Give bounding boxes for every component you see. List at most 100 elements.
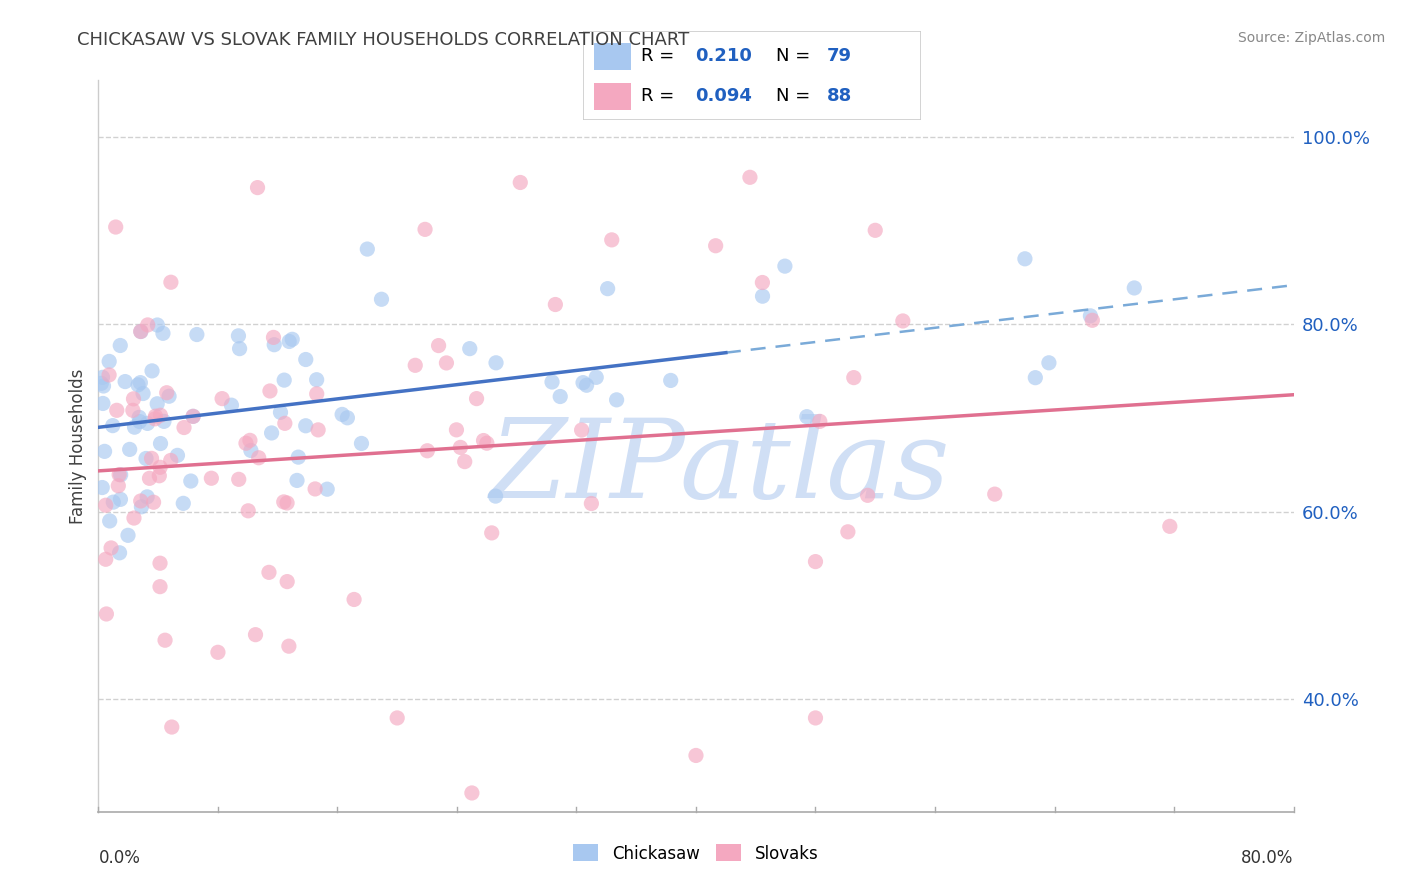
Point bbox=[96, 607, 118, 621]
Point bbox=[1080, 309, 1102, 323]
Point bbox=[118, 442, 141, 457]
Point bbox=[239, 443, 262, 458]
Point bbox=[124, 420, 146, 434]
Point bbox=[200, 471, 222, 485]
Point bbox=[156, 385, 179, 400]
Point bbox=[228, 472, 250, 486]
Point bbox=[122, 403, 145, 417]
Point bbox=[808, 414, 831, 428]
Point bbox=[461, 786, 484, 800]
Point bbox=[104, 220, 127, 235]
Point bbox=[263, 330, 285, 344]
Point bbox=[127, 377, 149, 392]
Point bbox=[436, 356, 458, 370]
Point bbox=[122, 511, 145, 525]
Point bbox=[142, 495, 165, 509]
Point bbox=[427, 338, 450, 352]
Point bbox=[245, 628, 267, 642]
Point bbox=[575, 378, 598, 392]
Point bbox=[481, 525, 503, 540]
Point bbox=[307, 423, 329, 437]
Point bbox=[350, 436, 373, 450]
Point bbox=[157, 389, 180, 403]
Point bbox=[159, 453, 181, 467]
Point bbox=[413, 222, 436, 236]
Point bbox=[751, 289, 773, 303]
Point bbox=[221, 398, 243, 412]
Point bbox=[404, 359, 426, 373]
Point bbox=[581, 496, 603, 510]
Point bbox=[1024, 370, 1046, 384]
Point bbox=[1081, 313, 1104, 327]
Point bbox=[228, 328, 250, 343]
Point bbox=[138, 471, 160, 485]
Point bbox=[454, 454, 477, 468]
Point bbox=[509, 176, 531, 190]
Point bbox=[94, 552, 117, 566]
Point bbox=[804, 555, 827, 569]
Bar bbox=[593, 43, 631, 70]
Point bbox=[117, 528, 139, 542]
Point bbox=[458, 342, 481, 356]
Point bbox=[260, 425, 283, 440]
Point bbox=[274, 417, 297, 431]
Point bbox=[136, 417, 159, 431]
Point bbox=[90, 376, 112, 391]
Y-axis label: Family Households: Family Households bbox=[69, 368, 87, 524]
Point bbox=[269, 405, 291, 419]
Point bbox=[93, 444, 115, 458]
Point bbox=[370, 293, 392, 307]
Point bbox=[548, 390, 571, 404]
Text: N =: N = bbox=[776, 47, 815, 65]
Text: R =: R = bbox=[641, 87, 681, 105]
Point bbox=[842, 370, 865, 384]
Point bbox=[606, 392, 628, 407]
Point bbox=[131, 500, 153, 514]
Point bbox=[856, 488, 879, 502]
Point bbox=[277, 639, 299, 653]
Point bbox=[149, 580, 172, 594]
Point bbox=[472, 434, 495, 448]
Point bbox=[149, 460, 172, 475]
Point bbox=[129, 376, 152, 390]
Point bbox=[751, 276, 773, 290]
Point bbox=[263, 337, 285, 351]
Point bbox=[166, 449, 188, 463]
Point bbox=[149, 436, 172, 450]
Point bbox=[273, 495, 295, 509]
Point bbox=[98, 514, 121, 528]
Text: Source: ZipAtlas.com: Source: ZipAtlas.com bbox=[1237, 31, 1385, 45]
Text: CHICKASAW VS SLOVAK FAMILY HOUSEHOLDS CORRELATION CHART: CHICKASAW VS SLOVAK FAMILY HOUSEHOLDS CO… bbox=[77, 31, 689, 49]
Point bbox=[273, 373, 295, 387]
Point bbox=[865, 223, 887, 237]
Point bbox=[146, 318, 169, 332]
Point bbox=[336, 410, 359, 425]
Point bbox=[110, 338, 132, 352]
Point bbox=[278, 334, 301, 349]
Point bbox=[276, 496, 298, 510]
Point bbox=[305, 387, 328, 401]
Point bbox=[304, 482, 326, 496]
Point bbox=[108, 467, 131, 482]
Point bbox=[596, 282, 619, 296]
FancyBboxPatch shape bbox=[583, 31, 921, 120]
Point bbox=[141, 451, 163, 466]
Point bbox=[356, 242, 378, 256]
Point bbox=[571, 423, 593, 437]
Point bbox=[246, 180, 269, 194]
Point bbox=[485, 356, 508, 370]
Point bbox=[135, 451, 157, 466]
Point bbox=[1038, 356, 1060, 370]
Legend: Chickasaw, Slovaks: Chickasaw, Slovaks bbox=[567, 838, 825, 869]
Point bbox=[449, 441, 471, 455]
Point bbox=[145, 409, 167, 424]
Point bbox=[287, 450, 309, 464]
Point bbox=[153, 414, 176, 428]
Point bbox=[136, 318, 159, 332]
Point bbox=[93, 379, 115, 393]
Point bbox=[110, 467, 132, 482]
Point bbox=[475, 436, 498, 450]
Point bbox=[132, 386, 155, 401]
Point bbox=[544, 297, 567, 311]
Point bbox=[837, 524, 859, 539]
